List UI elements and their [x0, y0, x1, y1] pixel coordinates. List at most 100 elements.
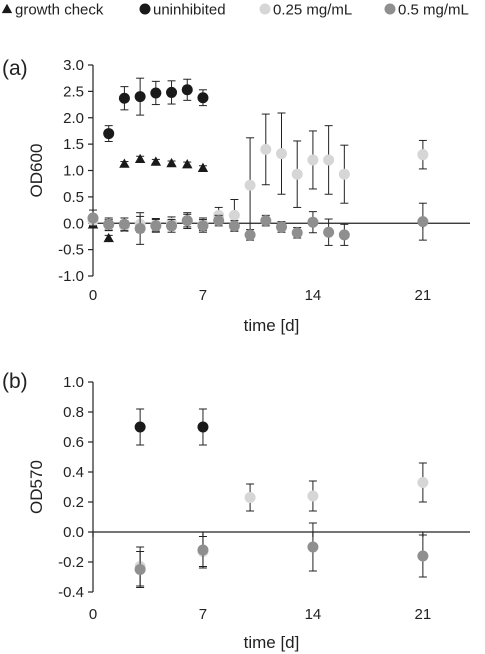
- x-tick-label: 0: [89, 606, 97, 623]
- x-tick-label: 7: [199, 287, 207, 304]
- data-point-0-5-mg-ml: [291, 227, 303, 239]
- data-point-0-5-mg-ml: [118, 218, 130, 230]
- y-tick-label: 0.0: [63, 215, 84, 232]
- data-point-0-25-mg-ml: [417, 477, 429, 488]
- x-axis-title: time [d]: [244, 633, 300, 652]
- series-0-25-mg-ml: [134, 462, 429, 587]
- data-point-growth-check: [103, 232, 114, 243]
- x-tick-label: 14: [305, 606, 322, 623]
- data-point-0-25-mg-ml: [228, 209, 240, 221]
- legend-marker-growth-check: [1, 3, 13, 14]
- data-point-0-25-mg-ml: [307, 490, 319, 502]
- data-point-0-25-mg-ml: [244, 492, 256, 503]
- data-point-uninhibited: [181, 84, 193, 96]
- series-0-5-mg-ml: [87, 202, 429, 246]
- data-point-0-5-mg-ml: [103, 218, 115, 230]
- y-tick-label: -0.5: [58, 242, 84, 259]
- legend-label-uninhibited: uninhibited: [153, 2, 226, 19]
- data-point-growth-check: [150, 156, 162, 166]
- data-point-0-5-mg-ml: [276, 221, 287, 233]
- data-point-uninhibited: [197, 421, 209, 433]
- y-tick-label: -0.2: [58, 554, 84, 571]
- series-uninhibited: [103, 77, 209, 142]
- y-tick-label: 1.0: [63, 163, 84, 180]
- data-point-uninhibited: [197, 92, 209, 104]
- x-tick-label: 14: [305, 287, 322, 304]
- data-point-growth-check: [197, 162, 209, 173]
- series-0-25-mg-ml: [87, 112, 429, 234]
- data-point-0-5-mg-ml: [338, 229, 350, 241]
- data-point-0-25-mg-ml: [276, 148, 287, 160]
- data-point-uninhibited: [150, 87, 162, 99]
- x-tick-label: 21: [415, 606, 432, 623]
- data-point-growth-check: [166, 157, 177, 168]
- panel-label: (a): [2, 57, 28, 80]
- data-point-0-25-mg-ml: [260, 143, 272, 155]
- data-point-0-5-mg-ml: [134, 564, 146, 575]
- y-tick-label: 0.6: [63, 434, 84, 451]
- data-point-uninhibited: [118, 92, 130, 104]
- y-tick-label: 0.5: [63, 189, 84, 206]
- data-point-0-5-mg-ml: [417, 216, 429, 228]
- data-point-0-25-mg-ml: [244, 179, 256, 191]
- data-point-0-5-mg-ml: [181, 215, 193, 227]
- x-tick-label: 0: [89, 287, 97, 304]
- legend-marker-0-5-mg-ml: [384, 3, 396, 15]
- panel-b: (b) -0.4 -0.2 0.0 0.2 0.4 0.6 0.8 1.0 0 7 14 21 time …: [2, 370, 470, 652]
- data-point-0-5-mg-ml: [87, 212, 99, 224]
- data-point-0-5-mg-ml: [244, 229, 256, 241]
- data-point-0-25-mg-ml: [417, 149, 429, 161]
- data-point-growth-check: [134, 153, 146, 164]
- legend-label-growth-check: growth check: [15, 2, 104, 19]
- legend: growth check uninhibited 0.25 mg/mL 0.5 mg/…: [1, 2, 469, 19]
- legend-label-0-25-mg-ml: 0.25 mg/mL: [273, 2, 352, 19]
- x-tick-label: 7: [199, 606, 207, 623]
- data-point-0-25-mg-ml: [338, 168, 350, 180]
- y-axis-title: OD570: [27, 460, 46, 514]
- data-point-0-5-mg-ml: [323, 226, 335, 238]
- data-point-0-5-mg-ml: [307, 541, 319, 553]
- data-point-uninhibited: [103, 128, 115, 140]
- series-uninhibited: [134, 408, 209, 446]
- y-tick-label: 1.0: [63, 374, 84, 391]
- data-point-0-5-mg-ml: [150, 220, 162, 232]
- data-point-uninhibited: [134, 421, 146, 433]
- data-point-growth-check: [182, 158, 193, 169]
- data-point-growth-check: [119, 158, 130, 168]
- data-point-0-25-mg-ml: [307, 154, 319, 166]
- series-0-5-mg-ml: [134, 522, 429, 588]
- data-point-0-5-mg-ml: [307, 216, 319, 228]
- legend-marker-uninhibited: [139, 3, 151, 15]
- data-point-0-5-mg-ml: [417, 550, 429, 562]
- data-point-0-5-mg-ml: [166, 220, 178, 232]
- data-point-0-5-mg-ml: [228, 220, 240, 232]
- x-axis-title: time [d]: [244, 316, 300, 335]
- panel-a: (a) -1.0 -0.5 0.0 0.5 1.0 1.5 2.0 2.5 3.0 0 7 14 21 ti…: [2, 57, 470, 335]
- y-tick-label: 3.0: [63, 57, 84, 74]
- legend-label-0-5-mg-ml: 0.5 mg/mL: [398, 2, 469, 19]
- data-point-0-25-mg-ml: [323, 154, 335, 166]
- legend-marker-0-25-mg-ml: [259, 3, 271, 15]
- data-point-uninhibited: [166, 86, 178, 98]
- y-tick-label: -1.0: [58, 268, 84, 285]
- y-tick-label: 0.4: [63, 464, 84, 481]
- y-tick-label: 0.8: [63, 404, 84, 421]
- data-point-0-25-mg-ml: [291, 168, 303, 180]
- y-tick-label: 0.2: [63, 494, 84, 511]
- panel-label: (b): [2, 370, 28, 393]
- data-point-0-5-mg-ml: [213, 215, 225, 227]
- y-axis-title: OD600: [27, 144, 46, 198]
- y-tick-label: 0.0: [63, 524, 84, 541]
- data-point-0-5-mg-ml: [197, 544, 209, 556]
- y-tick-label: 2.5: [63, 83, 84, 100]
- data-point-0-5-mg-ml: [197, 220, 209, 232]
- data-point-0-5-mg-ml: [260, 215, 272, 227]
- data-point-0-5-mg-ml: [134, 223, 146, 235]
- data-point-uninhibited: [134, 91, 146, 103]
- x-tick-label: 21: [415, 287, 432, 304]
- y-tick-label: 1.5: [63, 136, 84, 153]
- y-tick-label: 2.0: [63, 110, 84, 127]
- y-tick-label: -0.4: [58, 584, 84, 601]
